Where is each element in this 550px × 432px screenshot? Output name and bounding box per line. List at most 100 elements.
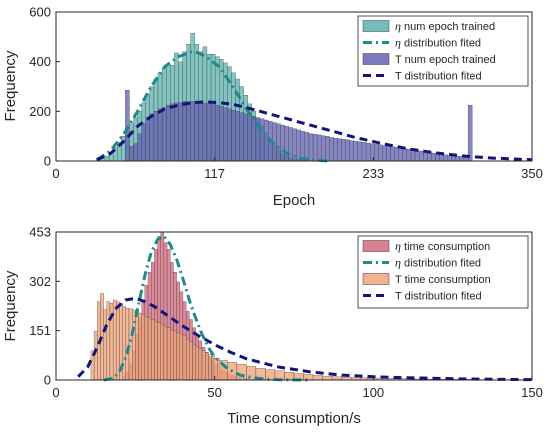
hist-bar-1-1-8 [116,301,120,381]
hist-bar-0-1-18 [198,102,204,162]
hist-bar-1-1-5 [106,301,111,381]
hist-bar-0-1-5 [145,118,150,162]
top-y-ticks: 0 200 400 600 [29,5,60,169]
hist-bar-0-1-12 [174,102,179,162]
hist-bar-0-1-1 [129,145,134,162]
bottom-y-axis-label: Frequency [2,270,19,341]
hist-bar-0-1-79 [447,155,452,162]
bottom-x-axis-label: Time consumption/s [227,410,361,427]
hist-bar-1-1-35 [201,350,206,381]
hist-bar-0-1-15 [186,101,191,162]
hist-bar-0-1-21 [210,104,216,162]
hist-bar-0-1-27 [235,111,240,162]
x-tick-label: 0 [52,166,59,181]
hist-bar-1-1-22 [160,324,165,381]
hist-bar-0-1-43 [300,131,306,162]
hist-bar-0-1-72 [418,150,424,162]
bottom-legend: η time consumption η distribution fited T … [357,235,529,309]
bottom-bars [90,231,510,381]
hist-bar-0-1-22 [214,104,220,162]
hist-bar-0-1-48 [321,135,326,162]
hist-bar-1-1-32 [192,343,196,381]
hist-bar-0-1-61 [374,143,379,162]
hist-bar-1-1-34 [198,348,203,381]
hist-bar-1-1-10 [122,306,126,381]
hist-bar-1-1-7 [112,299,117,381]
y-tick-label: 400 [29,54,51,69]
hist-bar-0-1-20 [206,103,212,162]
hist-bar-1-1-25 [170,329,174,381]
hist-bar-0-1-23 [219,106,224,162]
hist-bar-1-1-15 [138,312,142,381]
hist-bar-0-1-59 [365,142,371,162]
hist-bar-1-1-16 [141,314,145,381]
hist-bar-1-1-12 [128,308,133,381]
hist-bar-1-1-27 [176,332,180,381]
hist-bar-1-1-28 [179,334,184,381]
legend-label: T num epoch trained [395,54,496,66]
hist-bar-1-1-21 [157,322,161,381]
hist-bar-0-1-29 [243,113,248,162]
x-tick-label: 0 [52,385,59,400]
legend-label: η time consumption [395,239,490,253]
hist-bar-0-1-14 [182,101,187,162]
hist-bar-0-1-28 [239,112,244,162]
hist-bar-0-1-8 [157,108,163,162]
x-tick-label: 233 [362,166,384,181]
top-legend: η num epoch trained η distribution fited T… [357,15,529,87]
hist-bar-0-1-24 [223,107,228,162]
hist-bar-1-1-23 [163,325,168,381]
hist-bar-1-1-18 [147,317,152,381]
hist-bar-0-1-39 [284,126,289,162]
fit-line-0-2 [95,50,329,163]
hist-bar-0-1-6 [149,113,155,162]
hist-bar-1-1-33 [195,346,199,381]
y-tick-label: 151 [29,323,51,338]
hist-bar-0-1-78 [443,154,448,162]
hist-bar-0-1-7 [153,111,159,162]
hist-bar-0-1-51 [333,137,338,162]
hist-bar-0-1-37 [276,123,281,162]
hist-bar-1-1-11 [125,307,130,381]
hist-bar-0-1-13 [178,102,183,162]
legend-label: T distribution fited [395,71,482,83]
top-x-ticks: 0 117 233 350 [52,157,543,181]
x-tick-label: 117 [204,166,225,181]
hist-bar-0-1-16 [190,101,195,162]
hist-bar-0-1-68 [402,148,408,162]
fit-line-1-3 [77,296,533,382]
hist-bar-0-1-64 [386,145,391,162]
hist-bar-0-1-62 [378,144,383,162]
y-tick-label: 453 [29,225,51,240]
bottom-axes-box [55,231,533,381]
hist-bar-0-1-25 [227,108,232,162]
y-tick-label: 600 [29,5,51,20]
hist-bar-0-1-66 [394,147,399,162]
hist-bar-1-1-49 [303,374,314,381]
hist-bar-0-1-56 [353,140,359,162]
hist-bar-0-1-44 [304,132,310,162]
hist-bar-1-1-51 [322,375,333,381]
hist-bar-0-1-55 [349,140,354,162]
hist-bar-0-1-46 [312,134,318,162]
hist-bar-0-1-54 [345,139,350,162]
bottom-fit-lines [77,234,533,382]
hist-bar-1-1-30 [185,339,190,381]
y-tick-label: 0 [44,373,51,388]
hist-bar-1-1-17 [144,316,149,381]
hist-bar-1-1-36 [204,352,209,381]
hist-bar-1-1-24 [166,327,171,381]
hist-bar-0-1-75 [431,152,436,162]
y-tick-label: 302 [29,274,51,289]
top-x-axis-label: Epoch [273,192,316,209]
hist-bar-0-1-71 [414,150,420,162]
x-tick-label: 150 [521,385,543,400]
hist-bar-0-1-81 [455,155,461,162]
hist-bar-0-1-42 [296,129,301,162]
hist-bar-1-1-37 [208,354,212,381]
fit-line-0-3 [96,100,533,162]
hist-bar-1-1-31 [189,341,193,381]
legend-label: T time consumption [395,274,491,286]
hist-bar-0-1-52 [337,138,342,162]
